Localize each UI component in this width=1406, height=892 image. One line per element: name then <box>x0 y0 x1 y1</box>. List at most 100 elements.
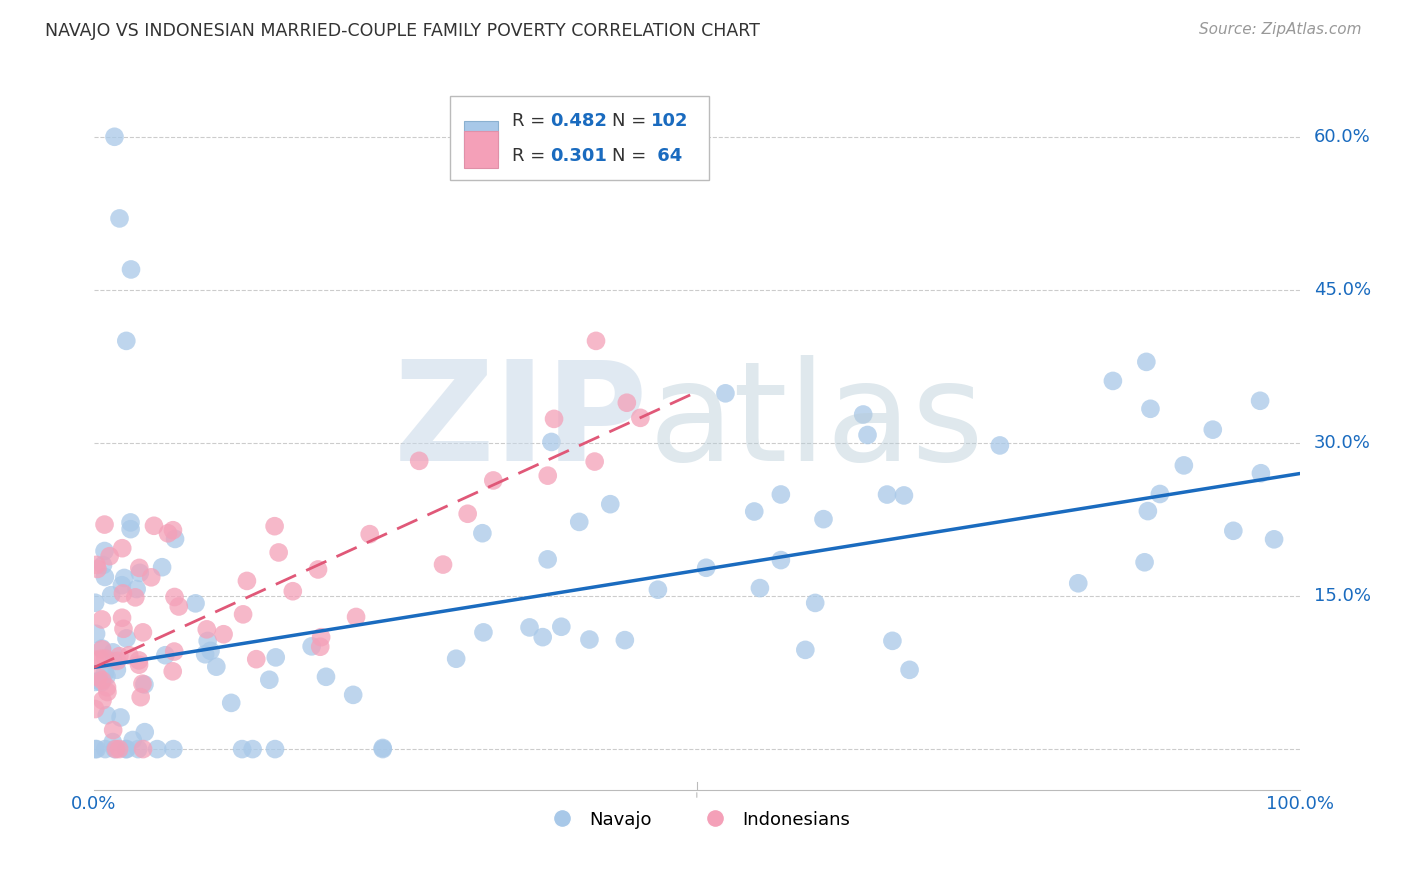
Point <box>245 652 267 666</box>
Point <box>876 487 898 501</box>
Point <box>714 386 737 401</box>
Point <box>585 334 607 348</box>
Point <box>647 582 669 597</box>
Point <box>84 627 107 641</box>
Point <box>110 710 132 724</box>
Point <box>471 526 494 541</box>
Point <box>537 468 560 483</box>
Point <box>550 620 572 634</box>
Point <box>165 532 187 546</box>
Point <box>408 454 430 468</box>
Point <box>115 742 138 756</box>
Point <box>111 578 134 592</box>
Point <box>105 663 128 677</box>
Point <box>342 688 364 702</box>
Point <box>882 633 904 648</box>
Point <box>111 541 134 556</box>
Point <box>242 742 264 756</box>
Point <box>96 669 118 683</box>
Point <box>84 675 107 690</box>
Point <box>120 262 142 277</box>
Point <box>893 488 915 502</box>
Point <box>194 647 217 661</box>
Point <box>599 497 621 511</box>
Point <box>568 515 591 529</box>
Text: ZIP: ZIP <box>394 355 648 490</box>
Point <box>1250 467 1272 481</box>
Point <box>91 673 114 688</box>
Point <box>143 518 166 533</box>
Point <box>231 742 253 756</box>
Point <box>100 588 122 602</box>
Point <box>1173 458 1195 473</box>
Point <box>118 648 141 663</box>
Point <box>128 561 150 575</box>
Point <box>1102 374 1125 388</box>
Point <box>1135 355 1157 369</box>
Point <box>519 620 541 634</box>
Point <box>1139 401 1161 416</box>
Point <box>84 702 107 716</box>
Point <box>89 673 111 688</box>
Point <box>120 522 142 536</box>
Point <box>236 574 259 588</box>
Point <box>115 632 138 646</box>
Point <box>104 742 127 756</box>
Point <box>101 645 124 659</box>
Point <box>482 474 505 488</box>
Point <box>96 681 118 695</box>
Bar <box>464 121 498 158</box>
Point <box>540 434 562 449</box>
Point <box>84 596 107 610</box>
Point <box>162 523 184 537</box>
Point <box>531 630 554 644</box>
Point <box>115 334 138 348</box>
Point <box>90 675 112 690</box>
Point <box>86 562 108 576</box>
Point <box>432 558 454 572</box>
Point <box>537 552 560 566</box>
Point <box>150 560 173 574</box>
Text: 30.0%: 30.0% <box>1315 434 1371 452</box>
Point <box>457 507 479 521</box>
Point <box>134 677 156 691</box>
Text: 0.301: 0.301 <box>550 147 606 165</box>
Point <box>103 129 125 144</box>
Point <box>94 742 117 756</box>
Point <box>132 742 155 756</box>
Point <box>128 566 150 580</box>
Point <box>344 610 367 624</box>
Text: 64: 64 <box>651 147 682 165</box>
Point <box>134 725 156 739</box>
Point <box>108 649 131 664</box>
Point <box>1133 555 1156 569</box>
Point <box>472 625 495 640</box>
Point <box>162 742 184 756</box>
Point <box>583 454 606 468</box>
Point <box>155 648 177 663</box>
Point <box>1067 576 1090 591</box>
Point <box>195 623 218 637</box>
Point <box>267 545 290 559</box>
Point <box>86 558 108 572</box>
Point <box>309 640 332 654</box>
Text: 45.0%: 45.0% <box>1315 281 1371 299</box>
Point <box>613 633 636 648</box>
Point <box>813 512 835 526</box>
Point <box>91 642 114 657</box>
Point <box>628 410 651 425</box>
Point <box>371 742 394 756</box>
Point <box>90 612 112 626</box>
Point <box>1249 393 1271 408</box>
Point <box>162 665 184 679</box>
Point <box>104 742 127 756</box>
Point <box>98 549 121 564</box>
Point <box>898 663 921 677</box>
Point <box>616 395 638 409</box>
Point <box>121 733 143 747</box>
Point <box>1263 533 1285 547</box>
Bar <box>464 131 498 168</box>
Point <box>91 558 114 573</box>
Point <box>91 693 114 707</box>
Point <box>184 596 207 610</box>
